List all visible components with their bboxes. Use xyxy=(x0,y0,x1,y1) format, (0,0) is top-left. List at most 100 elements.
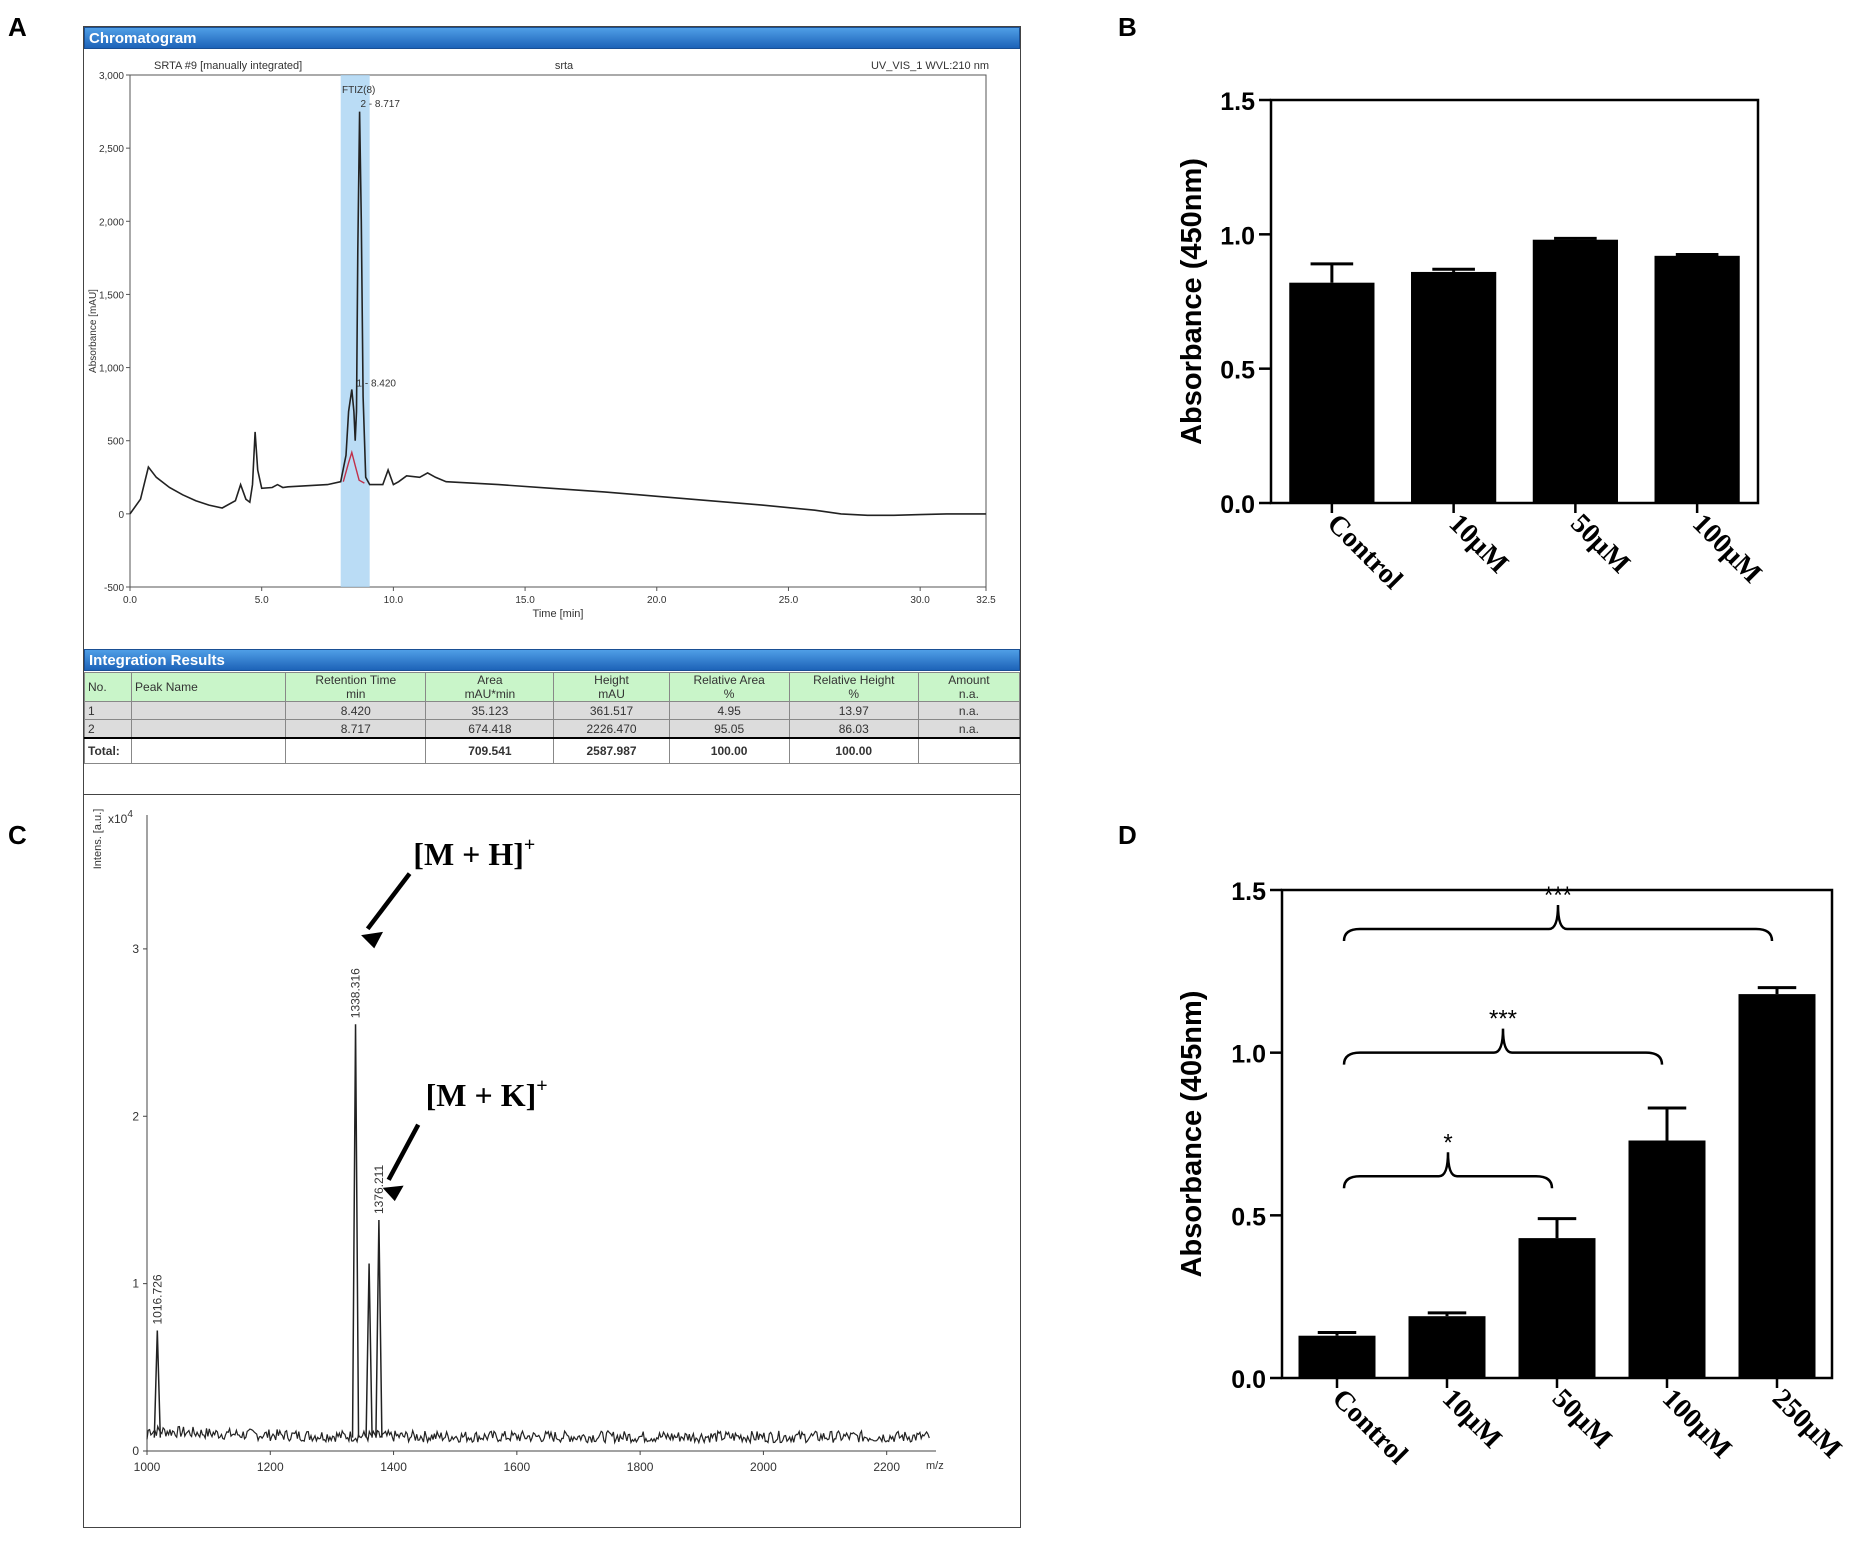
peak-1-integration-trace xyxy=(342,449,365,484)
chromatogram-y-axis-label: Absorbance [mAU] xyxy=(88,289,99,373)
mass-spectrum-panel: 0 1 2 3 1000 1200 1400 1600 1800 2000 2200 1016.726… xyxy=(83,794,1021,1528)
significance-label: *** xyxy=(1544,882,1572,909)
table-header-cell: Height mAU xyxy=(553,672,670,702)
bar-category-label: 10μM xyxy=(1436,1383,1508,1455)
table-cell: 674.418 xyxy=(425,719,555,739)
chromatogram-chart: SRTA #9 [manually integrated] srta UV_VI… xyxy=(88,60,996,620)
table-header-label: Height xyxy=(594,673,629,687)
bar-y-tick-label: 0.0 xyxy=(1220,491,1255,519)
bar-y-tick-label: 1.5 xyxy=(1231,878,1266,906)
spectrum-peak-label: 1376.211 xyxy=(372,1165,386,1214)
table-cell: 2226.470 xyxy=(553,719,670,739)
significance-bracket xyxy=(1342,1152,1554,1189)
spectrum-x-tick-label: 2200 xyxy=(873,1460,900,1474)
chromatogram-y-tick-label: -500 xyxy=(104,583,124,594)
table-total-cell: 100.00 xyxy=(668,737,790,764)
bar-y-tick-label: 0.5 xyxy=(1220,357,1255,385)
chromatogram-x-axis-label: Time [min] xyxy=(533,608,584,620)
table-cell: 86.03 xyxy=(788,719,919,739)
peak-highlight-band xyxy=(340,75,370,587)
integration-results-table: No. Peak Name Retention Time min Area mAU*min… xyxy=(83,672,1021,764)
spectrum-x-tick-label: 1600 xyxy=(503,1460,530,1474)
chromatogram-y-tick-label: 2,500 xyxy=(99,144,124,155)
table-header-label: Area xyxy=(477,673,503,687)
chromatogram-y-tick-label: 1,000 xyxy=(99,364,124,375)
table-cell: 13.97 xyxy=(788,701,919,720)
absorbance-405-panel: 0.0 0.5 1.0 1.5 Control 10μM 50μM 100μM 250μM * **… xyxy=(1120,800,1850,1542)
spectrum-x-axis-label: m/z xyxy=(926,1460,944,1472)
bar-y-tick-label: 1.0 xyxy=(1231,1041,1266,1069)
table-header-label: No. xyxy=(88,680,107,694)
bar-y-tick-label: 1.5 xyxy=(1220,88,1255,116)
bar-category-label: Control xyxy=(1321,508,1409,596)
spectrum-y-multiplier-base: x10 xyxy=(108,812,128,826)
table-header-label: Peak Name xyxy=(135,680,198,694)
table-cell: 35.123 xyxy=(425,701,555,720)
bar-category-label: 10μM xyxy=(1443,508,1515,580)
table-header-cell: Relative Area% xyxy=(668,672,790,702)
spectrum-y-axis-label: Intens. [a.u.] xyxy=(92,809,104,870)
chromatogram-info-center: srta xyxy=(555,60,574,72)
significance-bracket xyxy=(1342,905,1774,942)
bar-category-label: 100μM xyxy=(1656,1383,1738,1465)
table-cell: 8.717 xyxy=(285,719,427,739)
annotation-m-plus-k-sup: + xyxy=(536,1075,547,1097)
table-total-row: Total: 709.541 2587.987 100.00 100.00 xyxy=(83,737,1021,764)
table-header-cell: No. xyxy=(83,672,133,702)
table-header-label: Relative Area xyxy=(693,673,765,687)
peak-band-label: FTIZ(8) xyxy=(342,85,375,96)
chromatogram-x-tick-label: 32.5 xyxy=(976,595,996,606)
arrow-m-plus-h-head xyxy=(361,931,384,949)
arrow-m-plus-k-head xyxy=(382,1185,404,1202)
table-header-label: Retention Time xyxy=(315,673,397,687)
spectrum-peak-label: 1016.726 xyxy=(150,1274,164,1324)
arrow-m-plus-k xyxy=(386,1123,421,1181)
table-header-unit: % xyxy=(848,687,860,701)
bar xyxy=(1518,1238,1596,1378)
table-total-cell: Total: xyxy=(83,737,133,764)
chromatogram-plot-area xyxy=(129,74,987,588)
peak-2-label: 2 - 8.717 xyxy=(360,99,400,110)
chromatogram-y-tick-label: 0 xyxy=(118,510,124,521)
bar xyxy=(1298,1335,1376,1378)
table-header-unit: mAU*min xyxy=(464,687,516,701)
spectrum-x-tick-label: 1400 xyxy=(380,1460,407,1474)
table-header-cell: Retention Time min xyxy=(285,672,427,702)
table-cell xyxy=(131,719,287,739)
bar-category-label: Control xyxy=(1326,1383,1414,1471)
spectrum-x-tick-label: 1200 xyxy=(257,1460,284,1474)
table-cell: n.a. xyxy=(917,719,1021,739)
table-header-cell: Relative Height% xyxy=(788,672,919,702)
bar-category-label: 100μM xyxy=(1686,508,1768,590)
spectrum-y-tick-label: 1 xyxy=(132,1277,139,1291)
table-row: 1 8.420 35.123 361.517 4.95 13.97 n.a. xyxy=(83,701,1021,720)
significance-label: *** xyxy=(1489,1006,1517,1033)
chromatogram-x-tick-label: 10.0 xyxy=(384,595,404,606)
absorbance-405-y-axis-label: Absorbance (405nm) xyxy=(1176,991,1208,1278)
spectrum-baseline-noise xyxy=(146,1424,930,1445)
table-total-cell xyxy=(917,737,1021,764)
chromatogram-y-tick-label: 3,000 xyxy=(99,71,124,82)
chromatogram-x-tick-label: 25.0 xyxy=(779,595,799,606)
chromatogram-info-right: UV_VIS_1 WVL:210 nm xyxy=(871,60,989,72)
spectrum-y-tick-label: 0 xyxy=(132,1444,139,1458)
spectrum-peak xyxy=(365,1263,373,1438)
bar-category-label: 50μM xyxy=(1546,1383,1618,1455)
bar xyxy=(1289,282,1375,503)
spectrum-peak xyxy=(153,1330,162,1438)
bar-category-label: 250μM xyxy=(1766,1383,1848,1465)
table-row: 2 8.717 674.418 2226.470 95.05 86.03 n.a. xyxy=(83,719,1021,739)
absorbance-450-panel: 0.0 0.5 1.0 1.5 Control 10μM 50μM 100μM Absorba… xyxy=(1120,20,1850,780)
panel-d-label: D xyxy=(1118,820,1137,850)
integration-results-header: Integration Results xyxy=(84,649,1020,671)
panel-b-label: B xyxy=(1118,12,1137,42)
table-cell: n.a. xyxy=(917,701,1021,720)
absorbance-450-y-axis-label: Absorbance (450nm) xyxy=(1176,158,1208,445)
chromatogram-y-tick-label: 500 xyxy=(107,437,124,448)
table-cell: 361.517 xyxy=(553,701,670,720)
table-header-cell: Peak Name xyxy=(131,672,287,702)
chromatogram-header: Chromatogram xyxy=(84,27,1020,49)
table-total-cell: 709.541 xyxy=(425,737,555,764)
chromatogram-y-tick-label: 2,000 xyxy=(99,217,124,228)
